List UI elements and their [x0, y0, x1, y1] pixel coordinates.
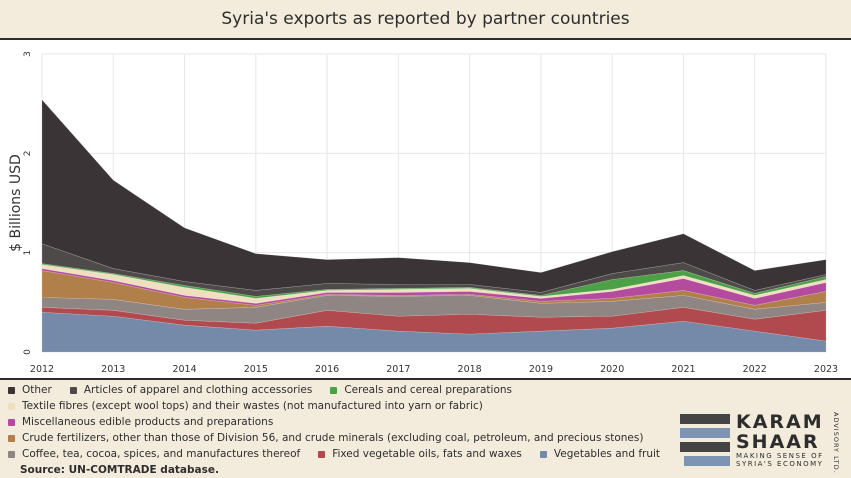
- y-tick-label: 2: [23, 150, 33, 156]
- x-tick-label: 2012: [30, 364, 54, 375]
- karam-shaar-logo: KARAM SHAAR MAKING SENSE OF SYRIA'S ECON…: [680, 412, 845, 474]
- legend-label: Fixed vegetable oils, fats and waxes: [332, 448, 522, 460]
- legend-item-coffee: Coffee, tea, cocoa, spices, and manufact…: [8, 448, 300, 460]
- area-series-8: [41, 98, 827, 293]
- x-tick-label: 2019: [529, 364, 553, 375]
- logo-wordmark: KARAM SHAAR MAKING SENSE OF SYRIA'S ECON…: [736, 411, 824, 468]
- logo-advisory: ADVISORY LTD.: [832, 412, 840, 474]
- legend-item-oils: Fixed vegetable oils, fats and waxes: [318, 448, 522, 460]
- legend-item-vegetables: Vegetables and fruit: [539, 448, 661, 460]
- legend-row-5: Coffee, tea, cocoa, spices, and manufact…: [8, 448, 678, 460]
- legend-row-3: Miscellaneous edible products and prepar…: [8, 416, 291, 428]
- legend-label: Textile fibres (except wool tops) and th…: [22, 400, 483, 412]
- legend-label: Miscellaneous edible products and prepar…: [22, 416, 274, 428]
- area-series-6: [41, 263, 827, 299]
- x-tick-label: 2021: [671, 364, 695, 375]
- legend-swatch: [8, 418, 15, 426]
- legend-label: Coffee, tea, cocoa, spices, and manufact…: [22, 448, 301, 460]
- y-axis-title: $ Billions USD: [8, 154, 24, 252]
- source-note: Source: UN-COMTRADE database.: [20, 464, 219, 476]
- legend-item-cereals: Cereals and cereal preparations: [330, 384, 512, 396]
- legend-swatch: [69, 386, 77, 394]
- x-tick-label: 2018: [458, 364, 482, 375]
- legend-swatch: [8, 434, 15, 442]
- x-tick-label: 2020: [600, 364, 624, 375]
- legend-label: Other: [22, 384, 52, 396]
- legend-label: Cereals and cereal preparations: [344, 384, 513, 396]
- legend-label: Crude fertilizers, other than those of D…: [22, 432, 644, 444]
- legend-row-4: Crude fertilizers, other than those of D…: [8, 432, 661, 444]
- x-tick-label: 2015: [244, 364, 268, 375]
- area-series-3: [41, 270, 827, 310]
- y-tick-label: 0: [23, 349, 33, 355]
- chart-title: Syria's exports as reported by partner c…: [221, 9, 630, 29]
- plot-area: 0 1 2 3 2012 2013 2014 2015 2016 2017 2018 2019 2020…: [0, 40, 851, 378]
- legend-item-misc-edible: Miscellaneous edible products and prepar…: [8, 416, 273, 428]
- legend-swatch: [8, 450, 15, 458]
- title-bar: Syria's exports as reported by partner c…: [0, 0, 851, 40]
- x-tick-label: 2017: [386, 364, 410, 375]
- legend-swatch: [539, 450, 547, 458]
- legend-row-1: Other Articles of apparel and clothing a…: [8, 384, 530, 396]
- legend-item-apparel: Articles of apparel and clothing accesso…: [69, 384, 313, 396]
- legend-swatch: [8, 386, 15, 394]
- y-tick-label: 3: [23, 51, 33, 57]
- area-chart: 0 1 2 3 2012 2013 2014 2015 2016 2017 2018 2019 2020…: [8, 51, 838, 375]
- legend-swatch: [330, 386, 338, 394]
- legend-label: Vegetables and fruit: [553, 448, 661, 460]
- legend-swatch: [8, 402, 15, 410]
- y-tick-label: 1: [23, 250, 33, 256]
- legend-item-textile: Textile fibres (except wool tops) and th…: [8, 400, 483, 412]
- legend-row-2: Textile fibres (except wool tops) and th…: [8, 400, 501, 412]
- x-tick-label: 2023: [814, 364, 838, 375]
- logo-bars-icon: [680, 414, 730, 470]
- x-tick-label: 2016: [315, 364, 339, 375]
- legend: Other Articles of apparel and clothing a…: [0, 378, 851, 478]
- x-tick-label: 2013: [101, 364, 125, 375]
- x-tick-label: 2022: [743, 364, 767, 375]
- legend-item-fertilizers: Crude fertilizers, other than those of D…: [8, 432, 643, 444]
- legend-item-other: Other: [8, 384, 52, 396]
- legend-label: Articles of apparel and clothing accesso…: [83, 384, 313, 396]
- x-tick-label: 2014: [172, 364, 196, 375]
- legend-swatch: [318, 450, 326, 458]
